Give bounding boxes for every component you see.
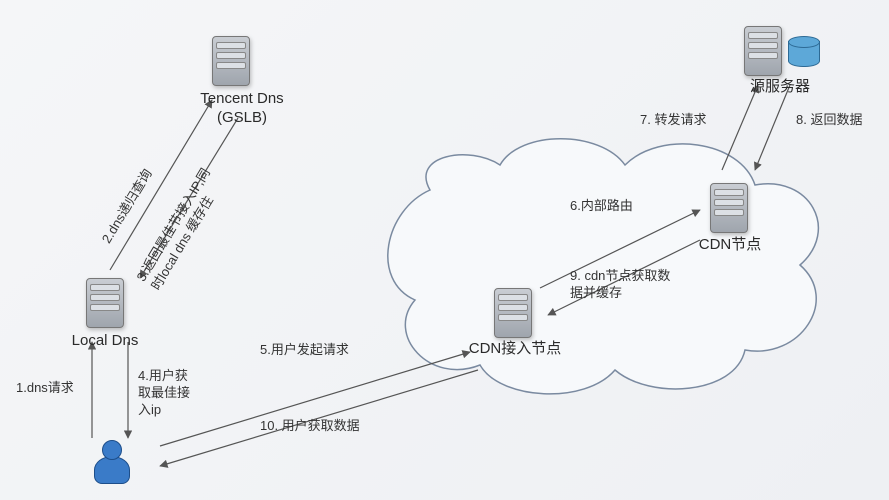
local-dns-label: Local Dns bbox=[55, 332, 155, 351]
edge-6-label: 6.内部路由 bbox=[570, 198, 633, 215]
local-dns-icon bbox=[82, 270, 126, 330]
user-icon bbox=[88, 438, 136, 486]
origin-db-icon bbox=[788, 36, 818, 72]
tencent-dns-label: Tencent Dns (GSLB) bbox=[182, 90, 302, 128]
edge-2-label: 2.dns递归查询 bbox=[99, 166, 157, 247]
edge-5-label: 5.用户发起请求 bbox=[260, 342, 349, 359]
edge-4-label: 4.用户获 取最佳接 入ip bbox=[138, 368, 190, 419]
edge-10-label: 10. 用户获取数据 bbox=[260, 418, 360, 435]
tencent-dns-icon bbox=[208, 28, 252, 88]
cdn-node-label: CDN节点 bbox=[680, 236, 780, 255]
edge-8-label: 8. 返回数据 bbox=[796, 112, 862, 129]
origin-server-icon bbox=[740, 18, 784, 78]
edge-9-label: 9. cdn节点获取数 据并缓存 bbox=[570, 268, 670, 302]
origin-label: 源服务器 bbox=[730, 78, 830, 97]
cdn-access-icon bbox=[490, 280, 534, 340]
edge-7-label: 7. 转发请求 bbox=[640, 112, 706, 129]
edge-1-label: 1.dns请求 bbox=[16, 380, 74, 397]
cdn-access-label: CDN接入节点 bbox=[450, 340, 580, 359]
cdn-node-icon bbox=[706, 175, 750, 235]
